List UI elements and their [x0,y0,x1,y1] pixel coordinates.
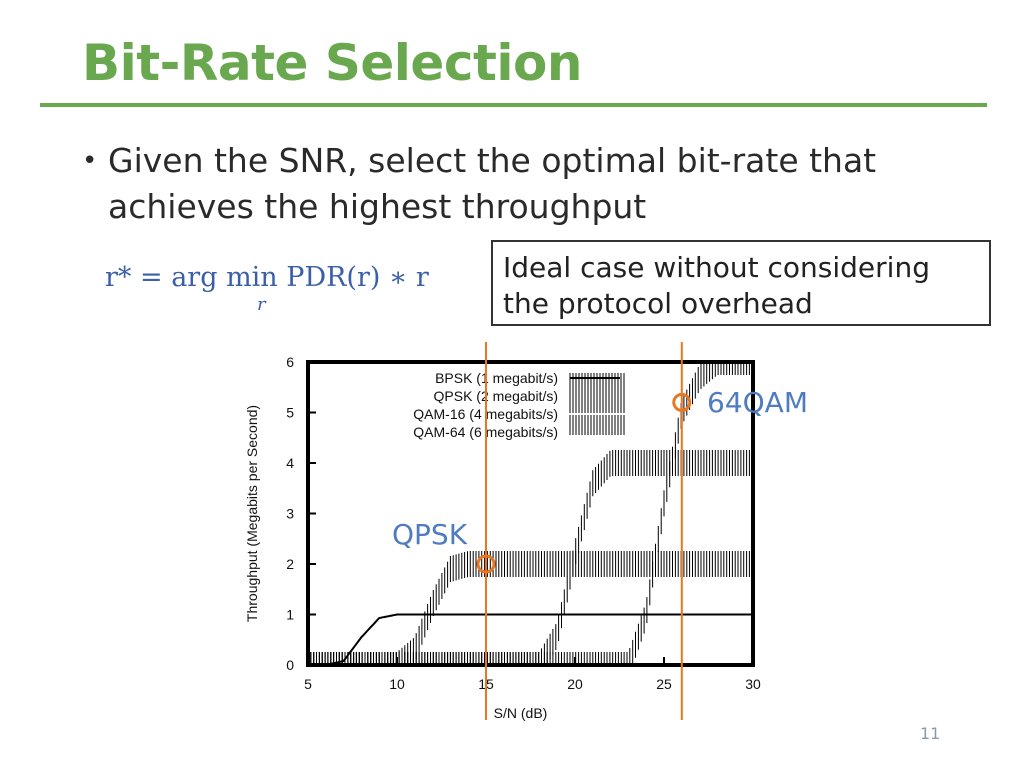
x-tick-label: 20 [567,676,583,692]
y-tick-label: 0 [286,657,294,673]
x-axis-label: S/N (dB) [494,705,548,721]
bullet-text: Given the SNR, select the optimal bit-ra… [108,141,877,226]
x-tick-label: 30 [745,676,761,692]
marker-circle-qpsk [476,554,496,574]
note-box: Ideal case without considering the proto… [491,240,991,326]
title-divider [40,103,987,107]
series-band-qam64 [307,362,753,665]
formula-subscript: r [257,294,266,315]
y-tick-label: 3 [286,506,294,522]
series-band-qpsk [307,551,753,665]
slide-title: Bit-Rate Selection [82,34,582,92]
y-tick-label: 4 [286,455,294,471]
y-axis-label: Throughput (Megabits per Second) [244,405,260,622]
formula-text: r* = arg min PDR(r) ∗ r [105,262,429,293]
x-tick-label: 10 [389,676,405,692]
formula: r* = arg min PDR(r) ∗ r r [105,262,429,315]
marker-label-qpsk: QPSK [392,518,468,551]
marker-circle-64qam [672,392,692,412]
bullet-marker: • [82,146,98,176]
y-tick-label: 2 [286,556,294,572]
marker-label-64qam: 64QAM [707,386,808,419]
x-tick-label: 25 [656,676,672,692]
legend-entry: QPSK (2 megabit/s) [434,388,559,404]
y-tick-label: 5 [286,405,294,421]
x-tick-label: 5 [304,676,312,692]
y-tick-label: 1 [286,607,294,623]
legend-entry: BPSK (1 megabit/s) [435,370,558,386]
y-tick-label: 6 [286,354,294,370]
page-number: 11 [920,724,941,743]
series-line-bpsk [308,613,752,666]
